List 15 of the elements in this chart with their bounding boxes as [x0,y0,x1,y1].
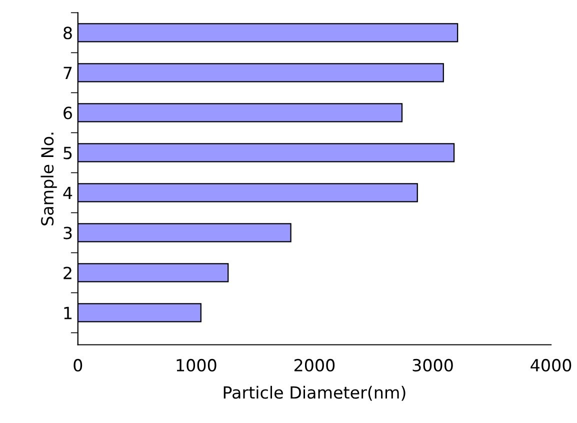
x-tick-label: 0 [74,358,82,372]
y-tick-label: 6 [64,106,72,120]
y-axis-title: Sample No. [40,132,57,226]
x-tick-label: 4000 [530,358,572,372]
y-tick-label: 1 [64,306,72,320]
y-tick-label: 7 [64,66,72,80]
x-tick-label: 3000 [412,358,453,372]
x-tick-label: 1000 [176,358,216,372]
y-tick-label: 5 [64,146,72,160]
y-tick-label: 3 [64,226,72,240]
y-tick-label: 8 [64,26,72,40]
y-tick-label: 2 [64,266,72,280]
y-tick-label: 4 [63,186,72,200]
x-axis-title: Particle Diameter(nm) [224,386,406,401]
x-tick-label: 2000 [294,358,335,372]
